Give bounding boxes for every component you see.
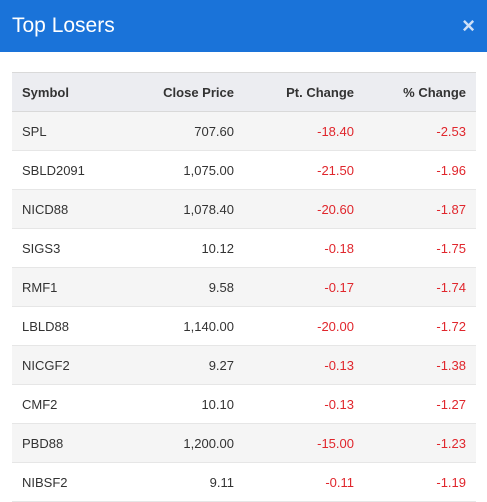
- pct-change-cell: -1.75: [364, 228, 476, 268]
- close-price-cell: 1,078.40: [132, 189, 244, 229]
- close-price-cell: 707.60: [132, 111, 244, 151]
- close-price-cell: 10.10: [132, 384, 244, 424]
- close-icon[interactable]: ×: [462, 13, 475, 38]
- pt-change-cell: -15.00: [244, 423, 364, 463]
- pt-change-cell: -20.00: [244, 306, 364, 346]
- table-row[interactable]: RMF1 9.58 -0.17 -1.74: [12, 267, 476, 307]
- column-header-pt-change[interactable]: Pt. Change: [244, 72, 364, 112]
- close-price-cell: 1,140.00: [132, 306, 244, 346]
- table-row[interactable]: CMF2 10.10 -0.13 -1.27: [12, 384, 476, 424]
- symbol-cell[interactable]: SPL: [12, 111, 132, 151]
- pt-change-cell: -0.13: [244, 384, 364, 424]
- table-row[interactable]: NIBSF2 9.11 -0.11 -1.19: [12, 462, 476, 502]
- pt-change-cell: -18.40: [244, 111, 364, 151]
- close-price-cell: 9.58: [132, 267, 244, 307]
- losers-table-container: Symbol Close Price Pt. Change % Change S…: [12, 72, 476, 502]
- close-price-cell: 9.27: [132, 345, 244, 385]
- symbol-cell[interactable]: CMF2: [12, 384, 132, 424]
- losers-table: Symbol Close Price Pt. Change % Change S…: [12, 72, 476, 502]
- pct-change-cell: -2.53: [364, 111, 476, 151]
- pt-change-cell: -0.18: [244, 228, 364, 268]
- table-header: Symbol Close Price Pt. Change % Change: [12, 72, 476, 112]
- pt-change-cell: -20.60: [244, 189, 364, 229]
- pct-change-cell: -1.96: [364, 150, 476, 190]
- table-row[interactable]: NICD88 1,078.40 -20.60 -1.87: [12, 189, 476, 229]
- header-row: Symbol Close Price Pt. Change % Change: [12, 72, 476, 112]
- modal-header: Top Losers ×: [0, 0, 487, 52]
- symbol-cell[interactable]: SIGS3: [12, 228, 132, 268]
- table-row[interactable]: SIGS3 10.12 -0.18 -1.75: [12, 228, 476, 268]
- symbol-cell[interactable]: RMF1: [12, 267, 132, 307]
- symbol-cell[interactable]: PBD88: [12, 423, 132, 463]
- modal-title: Top Losers: [12, 14, 115, 37]
- pt-change-cell: -21.50: [244, 150, 364, 190]
- pct-change-cell: -1.87: [364, 189, 476, 229]
- column-header-pct-change[interactable]: % Change: [364, 72, 476, 112]
- symbol-cell[interactable]: LBLD88: [12, 306, 132, 346]
- table-body: SPL 707.60 -18.40 -2.53 SBLD2091 1,075.0…: [12, 111, 476, 502]
- table-row[interactable]: PBD88 1,200.00 -15.00 -1.23: [12, 423, 476, 463]
- symbol-cell[interactable]: NIBSF2: [12, 462, 132, 502]
- pct-change-cell: -1.23: [364, 423, 476, 463]
- pt-change-cell: -0.11: [244, 462, 364, 502]
- pct-change-cell: -1.72: [364, 306, 476, 346]
- column-header-symbol[interactable]: Symbol: [12, 72, 132, 112]
- symbol-cell[interactable]: SBLD2091: [12, 150, 132, 190]
- close-price-cell: 9.11: [132, 462, 244, 502]
- table-row[interactable]: SPL 707.60 -18.40 -2.53: [12, 111, 476, 151]
- column-header-close-price[interactable]: Close Price: [132, 72, 244, 112]
- table-row[interactable]: SBLD2091 1,075.00 -21.50 -1.96: [12, 150, 476, 190]
- table-row[interactable]: NICGF2 9.27 -0.13 -1.38: [12, 345, 476, 385]
- close-price-cell: 1,075.00: [132, 150, 244, 190]
- pct-change-cell: -1.27: [364, 384, 476, 424]
- pct-change-cell: -1.38: [364, 345, 476, 385]
- symbol-cell[interactable]: NICGF2: [12, 345, 132, 385]
- pct-change-cell: -1.74: [364, 267, 476, 307]
- symbol-cell[interactable]: NICD88: [12, 189, 132, 229]
- close-price-cell: 10.12: [132, 228, 244, 268]
- table-row[interactable]: LBLD88 1,140.00 -20.00 -1.72: [12, 306, 476, 346]
- pct-change-cell: -1.19: [364, 462, 476, 502]
- close-price-cell: 1,200.00: [132, 423, 244, 463]
- pt-change-cell: -0.13: [244, 345, 364, 385]
- pt-change-cell: -0.17: [244, 267, 364, 307]
